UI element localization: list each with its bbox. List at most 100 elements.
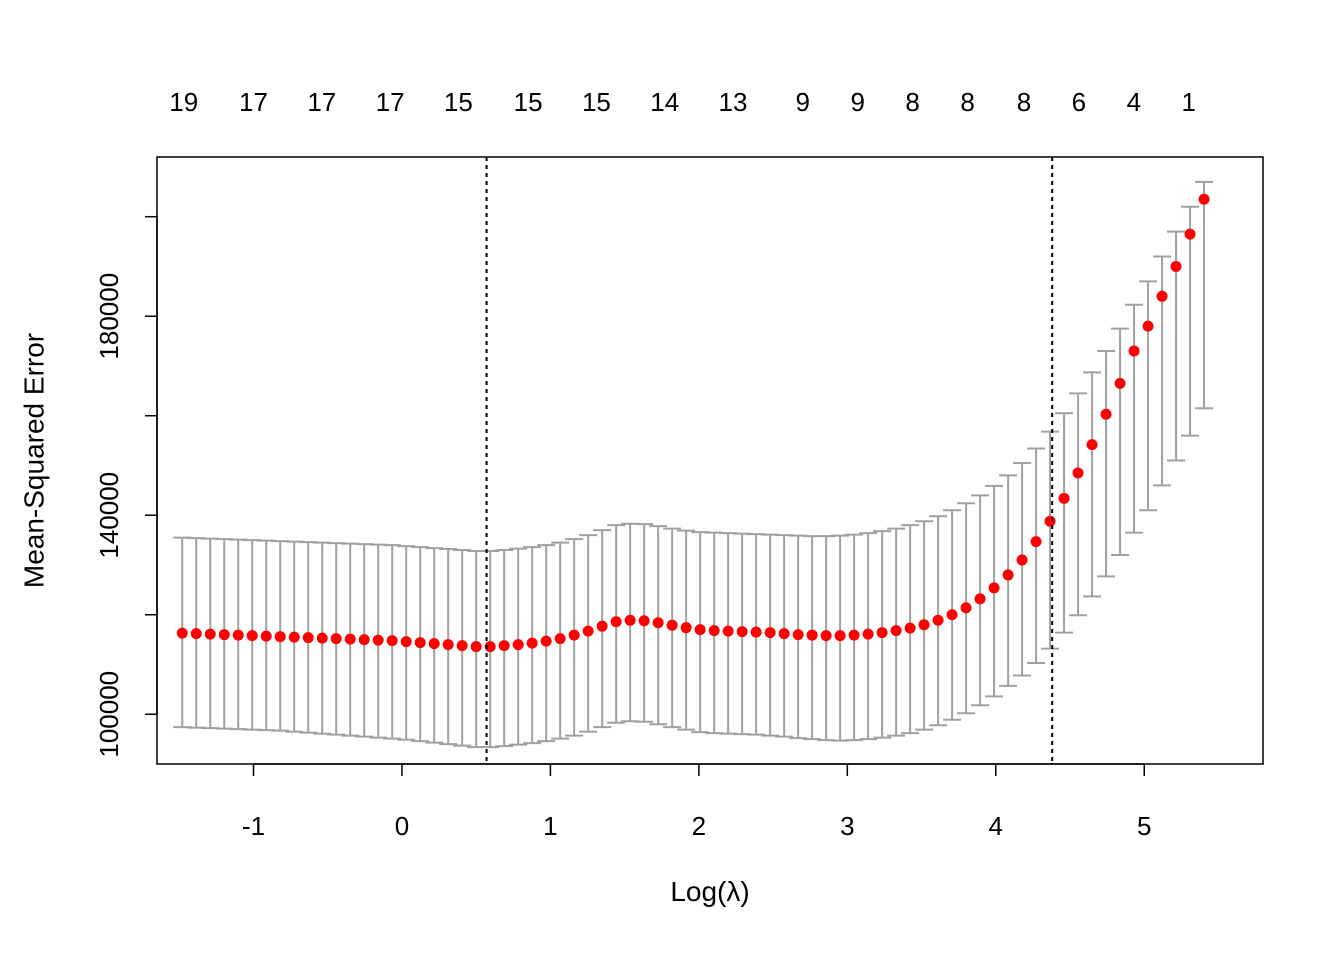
mse-point xyxy=(232,629,244,641)
x-tick-label: 0 xyxy=(395,811,409,841)
mse-point xyxy=(932,614,944,626)
x-tick-label: -1 xyxy=(242,811,265,841)
mse-point xyxy=(456,640,468,652)
mse-point xyxy=(582,625,594,637)
mse-point xyxy=(638,615,650,627)
top-axis-label: 4 xyxy=(1127,87,1141,117)
mse-point xyxy=(246,630,258,642)
mse-point xyxy=(876,627,888,639)
error-bar xyxy=(1097,350,1116,578)
x-axis-title: Log(λ) xyxy=(670,876,749,907)
mse-point xyxy=(792,629,804,641)
top-axis-label: 14 xyxy=(650,87,679,117)
mse-point xyxy=(428,638,440,650)
x-tick-label: 5 xyxy=(1137,811,1151,841)
error-bar xyxy=(1195,180,1214,410)
error-bar xyxy=(1083,371,1102,598)
error-bar xyxy=(1069,392,1088,617)
top-axis-label: 15 xyxy=(582,87,611,117)
x-tick-label: 3 xyxy=(840,811,854,841)
mse-point xyxy=(820,630,832,642)
mse-point xyxy=(1156,290,1168,302)
mse-point xyxy=(1002,569,1014,581)
mse-point xyxy=(890,625,902,637)
mse-point xyxy=(750,626,762,638)
mse-point xyxy=(1058,492,1070,504)
mse-point xyxy=(974,593,986,605)
error-bars xyxy=(173,180,1214,749)
mse-point xyxy=(722,625,734,637)
top-axis-label: 17 xyxy=(239,87,268,117)
top-axis-label: 13 xyxy=(719,87,748,117)
error-bar xyxy=(1139,280,1158,512)
mse-point xyxy=(736,626,748,638)
mse-point xyxy=(1030,536,1042,548)
top-axis-label: 15 xyxy=(444,87,473,117)
mse-point xyxy=(400,636,412,648)
top-axis-label: 1 xyxy=(1182,87,1196,117)
top-axis-label: 17 xyxy=(376,87,405,117)
mse-point xyxy=(316,632,328,644)
y-axis-title: Mean-Squared Error xyxy=(18,333,49,588)
mse-point xyxy=(190,628,202,640)
error-bar xyxy=(1181,205,1200,437)
mse-point xyxy=(862,628,874,640)
mse-point xyxy=(218,629,230,641)
mse-point xyxy=(176,627,188,639)
mse-point xyxy=(568,629,580,641)
mse-point xyxy=(960,602,972,614)
mse-point xyxy=(596,620,608,632)
error-bar xyxy=(1027,447,1046,664)
mse-point xyxy=(204,628,216,640)
mse-point xyxy=(946,609,958,621)
x-axis: -1 0 1 2 3 4 5 xyxy=(242,763,1151,841)
mse-point xyxy=(526,637,538,649)
top-axis-label: 6 xyxy=(1072,87,1086,117)
mse-point xyxy=(1044,515,1056,527)
mse-point xyxy=(1100,408,1112,420)
top-axis-label: 9 xyxy=(796,87,810,117)
mse-point xyxy=(694,624,706,636)
mse-point xyxy=(652,617,664,629)
lambda-reference-lines xyxy=(485,157,1054,764)
mse-point xyxy=(288,631,300,643)
top-axis-label: 17 xyxy=(307,87,336,117)
top-axis-nonzero-counts: 19 17 17 17 15 15 15 14 13 9 9 8 8 8 6 4 1 xyxy=(169,87,1196,117)
top-axis-label: 8 xyxy=(905,87,919,117)
mse-point xyxy=(470,641,482,653)
y-tick-label: 180000 xyxy=(94,273,124,360)
top-axis-label: 15 xyxy=(514,87,543,117)
mse-point xyxy=(1114,377,1126,389)
x-tick-label: 4 xyxy=(989,811,1003,841)
mse-point xyxy=(918,619,930,631)
mse-point xyxy=(540,635,552,647)
mse-point xyxy=(260,630,272,642)
mse-point xyxy=(1198,193,1210,205)
mse-point xyxy=(414,637,426,649)
y-axis: 100000 140000 180000 xyxy=(94,215,158,758)
top-axis-label: 9 xyxy=(850,87,864,117)
mse-point xyxy=(1086,439,1098,451)
mse-point xyxy=(1142,320,1154,332)
y-tick-label: 140000 xyxy=(94,472,124,559)
top-axis-label: 8 xyxy=(960,87,974,117)
mse-point xyxy=(512,639,524,651)
mse-point xyxy=(274,631,286,643)
x-tick-label: 1 xyxy=(543,811,557,841)
mse-point xyxy=(764,627,776,639)
mse-point xyxy=(1128,345,1140,357)
mse-point xyxy=(624,614,636,626)
mse-point xyxy=(554,633,566,645)
mse-point xyxy=(484,641,496,653)
mse-point xyxy=(344,633,356,645)
mse-point xyxy=(708,625,720,637)
mse-point xyxy=(302,632,314,644)
mse-points xyxy=(176,193,1210,653)
top-axis-label: 8 xyxy=(1017,87,1031,117)
mse-point xyxy=(372,634,384,646)
mse-point xyxy=(330,633,342,645)
mse-point xyxy=(834,630,846,642)
error-bar xyxy=(1041,430,1060,650)
mse-point xyxy=(904,622,916,634)
